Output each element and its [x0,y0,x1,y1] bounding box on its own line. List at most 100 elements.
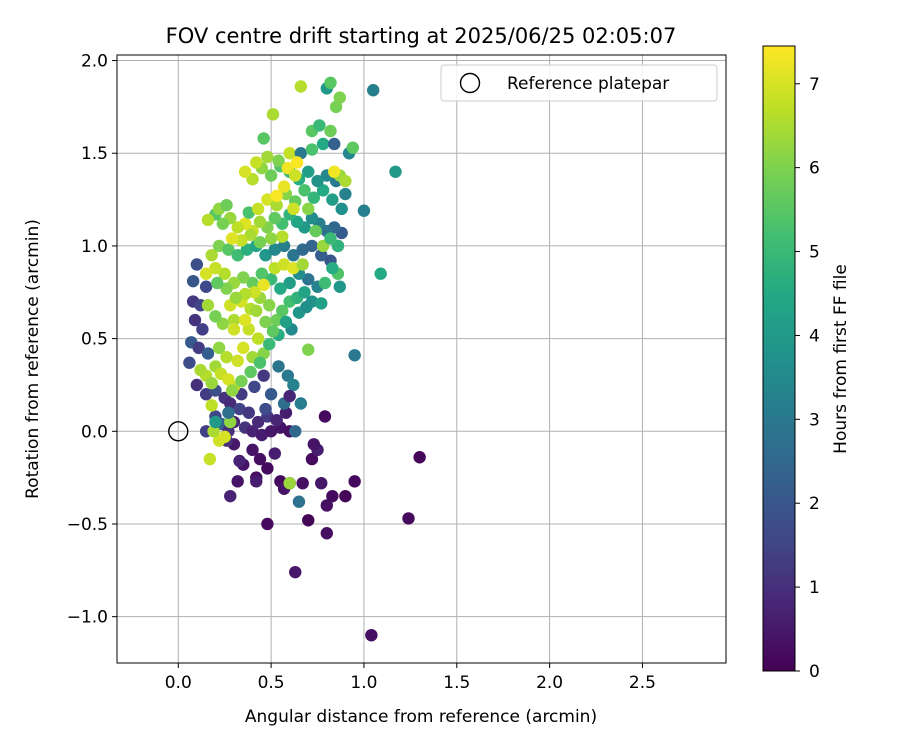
scatter-point [296,476,309,490]
scatter-point [305,452,319,466]
y-tick-label: 0.5 [81,330,108,350]
scatter-point [279,406,293,419]
scatter-point [276,230,289,243]
scatter-point [315,297,328,310]
scatter-point [324,76,337,90]
scatter-point [324,124,337,138]
scatter-point [253,356,267,369]
scatter-point [253,452,267,466]
scatter-point [242,206,256,219]
scatter-point [326,193,339,206]
scatter-point [261,462,274,475]
y-tick-label: −0.5 [67,515,108,535]
scatter-point [279,315,293,329]
scatter-point [333,280,347,293]
scatter-point [255,428,269,442]
scatter-point [229,291,243,305]
scatter-point [205,399,218,412]
scatter-point [348,349,361,362]
scatter-point [251,415,265,429]
scatter-point [413,451,426,464]
scatter-point [289,565,302,579]
scatter-point [264,388,278,401]
scatter-point [238,287,252,301]
scatter-point [300,300,313,314]
colorbar-tick-label: 0 [809,662,820,682]
scatter-point [216,217,230,230]
x-tick-label: 2.5 [629,673,656,693]
scatter-point [283,147,296,160]
x-axis: 0.0 0.5 1.0 1.5 2.0 2.5 [165,663,656,693]
scatter-point [233,402,246,416]
scatter-point [316,184,330,197]
scatter-point [205,248,218,262]
scatter-point [225,384,239,397]
scatter-point [294,80,308,93]
scatter-point [250,156,263,169]
scatter-point [248,286,261,299]
scatter-points [183,76,426,642]
scatter-point [255,267,269,280]
scatter-point [220,282,233,295]
scatter-point [190,378,204,392]
scatter-point [290,156,304,169]
scatter-point [283,476,296,490]
scatter-point [233,454,246,468]
scatter-point [302,514,315,527]
scatter-point [339,489,352,503]
scatter-point [186,274,200,288]
scatter-point [272,154,285,167]
scatter-point [253,236,267,249]
scatter-point [294,397,308,410]
scatter-point [246,276,259,290]
scatter-point [268,261,282,275]
scatter-point [246,425,259,438]
scatter-point [328,137,341,151]
scatter-point [318,276,332,290]
scatter-point [274,282,287,295]
plot-frame [116,54,727,664]
scatter-point [315,476,328,490]
colorbar-tick-label: 5 [809,243,820,263]
scatter-point [276,304,289,318]
colorbar: 0 1 2 3 4 5 6 7 Hours from first FF file [762,45,851,682]
scatter-point [365,628,378,642]
scatter-point [263,337,276,351]
scatter-point [188,313,202,327]
colorbar-tick-label: 1 [809,578,820,598]
scatter-point [266,324,280,338]
scatter-point [328,165,341,178]
scatter-point [218,430,231,444]
scatter-point [326,489,339,503]
scatter-point [231,475,244,488]
scatter-point [298,286,311,299]
scatter-point [324,232,337,245]
scatter-point [313,119,326,132]
scatter-point [311,174,324,188]
scatter-point [220,198,233,212]
scatter-point [270,189,283,203]
scatter-point [261,150,274,164]
scatter-point [335,202,348,216]
scatter-point [201,347,215,360]
scatter-point [253,215,267,229]
scatter-point [212,239,226,253]
scatter-point [287,261,300,275]
colorbar-tick-label: 3 [809,410,820,430]
scatter-point [250,475,263,488]
scatter-point [268,211,282,225]
scatter-point [201,213,215,227]
scatter-point [220,350,233,364]
scatter-point [211,276,224,290]
scatter-point [367,84,380,97]
scatter-point [251,202,265,216]
scatter-point [296,243,309,256]
scatter-point [237,341,250,355]
scatter-point [240,243,254,256]
scatter-point [277,180,291,193]
scatter-point [305,143,319,156]
scatter-point [251,332,265,345]
scatter-point [231,354,244,368]
scatter-point [339,187,352,201]
